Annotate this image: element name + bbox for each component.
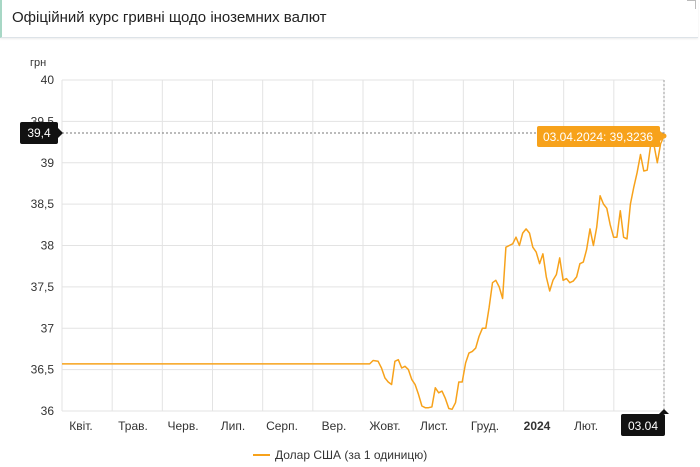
x-tick-label: Лист. xyxy=(420,419,448,433)
y-tick-label: 38,5 xyxy=(31,197,55,211)
y-axis-unit: грн xyxy=(30,57,46,69)
x-tick-label: Жовт. xyxy=(369,419,400,433)
x-tick-label: Груд. xyxy=(471,419,499,433)
y-tick-label: 40 xyxy=(41,73,55,87)
resize-corner-icon xyxy=(687,0,696,9)
x-tick-label: Трав. xyxy=(118,419,148,433)
x-tick-label: Лют. xyxy=(574,419,598,433)
y-tick-label: 37,5 xyxy=(31,280,55,294)
x-tick-label: Вер. xyxy=(322,419,347,433)
crosshair-x-label-pointer xyxy=(659,409,669,414)
crosshair-y-label-pointer xyxy=(58,128,63,138)
legend-label[interactable]: Долар США (за 1 одиницю) xyxy=(275,448,427,462)
series-layer[interactable] xyxy=(62,135,665,411)
tooltip-text: 03.04.2024: 39,3236 xyxy=(543,130,653,144)
x-tick-label: Черв. xyxy=(167,419,198,433)
series-line-usd[interactable] xyxy=(62,135,665,411)
chart-header: Офіційний курс гривні щодо іноземних вал… xyxy=(0,0,698,38)
y-tick-label: 36,5 xyxy=(31,363,55,377)
x-tick-label: Серп. xyxy=(266,419,298,433)
y-tick-label: 39 xyxy=(41,156,55,170)
legend[interactable]: Долар США (за 1 одиницю) xyxy=(253,448,427,462)
tooltip-bg xyxy=(537,126,660,147)
crosshair-x-label: 03.04 xyxy=(628,419,658,433)
x-tick-label: Квіт. xyxy=(69,419,93,433)
crosshair-y-label: 39,4 xyxy=(27,126,51,140)
y-tick-label: 36 xyxy=(41,404,55,418)
x-axis-ticks: Квіт. Трав. Черв. Лип. Серп. Вер. Жовт. Лист. Гр… xyxy=(69,419,598,433)
last-point-marker xyxy=(661,133,667,139)
x-tick-label: 2024 xyxy=(524,419,551,433)
x-tick-label: Лип. xyxy=(221,419,245,433)
y-tick-label: 38 xyxy=(41,239,55,253)
crosshair-overlay: 39,4 03.04 03.04.2024: 39,3236 xyxy=(20,80,669,436)
crosshair-y-label-bg xyxy=(20,122,58,144)
crosshair-x-label-bg xyxy=(621,414,665,436)
y-tick-label: 37 xyxy=(41,321,55,335)
page-title: Офіційний курс гривні щодо іноземних вал… xyxy=(12,9,327,26)
